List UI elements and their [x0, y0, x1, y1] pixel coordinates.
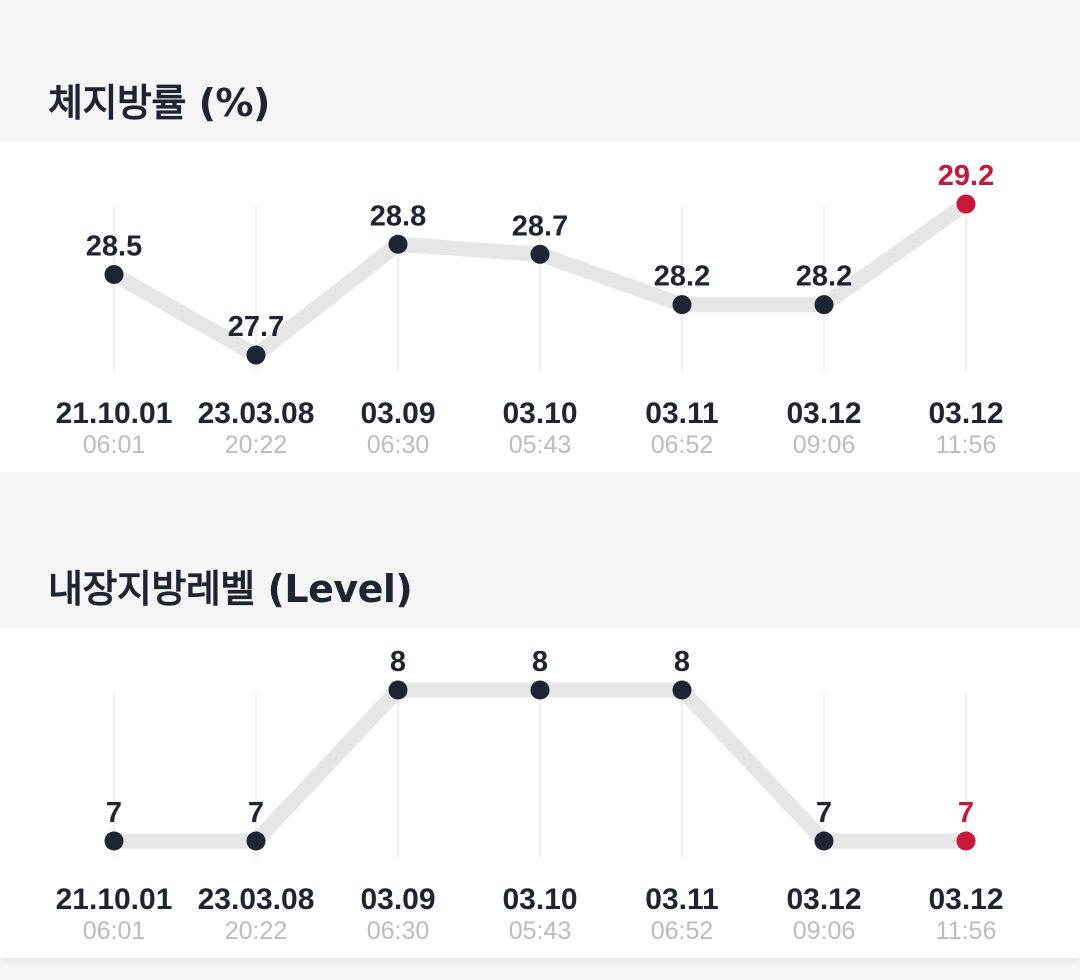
- data-point: [814, 831, 834, 851]
- x-tick-time: 11:56: [936, 917, 997, 945]
- x-tick-time: 06:01: [83, 917, 146, 945]
- data-point: [956, 831, 976, 851]
- data-label: 7: [248, 797, 264, 829]
- data-label: 28.2: [796, 261, 852, 293]
- x-tick-date: 03.09: [360, 883, 435, 916]
- data-point: [672, 680, 692, 700]
- data-label: 28.2: [654, 261, 710, 293]
- data-point: [104, 264, 124, 284]
- data-point: [814, 295, 834, 315]
- visceral-fat-chart: 7 78 8 87 721.10.0106:0123.03.0820:2203.0906…: [56, 646, 1004, 945]
- x-tick-time: 06:01: [83, 431, 146, 459]
- x-tick-date: 03.12: [786, 883, 861, 916]
- data-label: 27.7: [228, 311, 284, 343]
- x-tick-time: 06:30: [367, 431, 430, 459]
- x-tick-time: 05:43: [509, 431, 572, 459]
- data-point: [530, 244, 550, 264]
- data-label: 7: [816, 797, 832, 829]
- x-tick-time: 05:43: [509, 917, 572, 945]
- body-fat-header: 체지방률 (%): [0, 0, 1080, 142]
- data-point: [104, 831, 124, 851]
- x-tick-date: 21.10.01: [56, 397, 173, 430]
- data-label: 28.7: [512, 210, 568, 242]
- x-tick-date: 03.09: [360, 397, 435, 430]
- data-label: 8: [532, 646, 548, 678]
- data-label: 28.5: [86, 230, 142, 262]
- data-point: [388, 680, 408, 700]
- data-point: [388, 234, 408, 254]
- x-tick-time: 09:06: [793, 431, 856, 459]
- data-label: 7: [958, 797, 974, 829]
- data-point: [246, 831, 266, 851]
- x-tick-date: 23.03.08: [198, 883, 315, 916]
- x-tick-date: 23.03.08: [198, 397, 315, 430]
- x-tick-date: 03.11: [645, 883, 718, 916]
- data-label: 28.8: [370, 200, 426, 232]
- x-tick-date: 03.12: [928, 397, 1003, 430]
- visceral-fat-chart-card: 7 7 8 8 8 7 7 21.10.01 06:01 23.03.08 20:22 03.09 06…: [0, 628, 1080, 958]
- data-point: [246, 345, 266, 365]
- x-tick-date: 03.12: [928, 883, 1003, 916]
- visceral-fat-title: 내장지방레벨 (Level): [48, 567, 413, 611]
- data-point: [956, 194, 976, 214]
- x-tick-date: 03.10: [502, 397, 577, 430]
- body-fat-chart: 28.5 27.7 28.8 28.7 28.2 28.2 29.2 21.10.0106:0…: [56, 160, 1004, 459]
- visceral-fat-header: 내장지방레벨 (Level): [0, 472, 1080, 628]
- x-tick-time: 20:22: [225, 431, 288, 459]
- data-point: [530, 680, 550, 700]
- data-label: 8: [390, 646, 406, 678]
- data-label: 29.2: [938, 160, 994, 192]
- x-tick-date: 21.10.01: [56, 883, 173, 916]
- data-point: [672, 295, 692, 315]
- x-tick-time: 11:56: [936, 431, 997, 459]
- x-tick-time: 09:06: [793, 917, 856, 945]
- body-fat-title: 체지방률 (%): [48, 81, 270, 125]
- x-tick-date: 03.10: [502, 883, 577, 916]
- x-tick-date: 03.11: [645, 397, 718, 430]
- data-label: 7: [106, 797, 122, 829]
- x-tick-time: 20:22: [225, 917, 288, 945]
- data-label: 8: [674, 646, 690, 678]
- x-tick-time: 06:30: [367, 917, 430, 945]
- x-tick-time: 06:52: [651, 917, 714, 945]
- x-tick-time: 06:52: [651, 431, 714, 459]
- body-fat-chart-card: 28.5 27.7 28.8 28.7 28.2 28.2 29.2 21.10.01 06:0…: [0, 142, 1080, 472]
- x-tick-date: 03.12: [786, 397, 861, 430]
